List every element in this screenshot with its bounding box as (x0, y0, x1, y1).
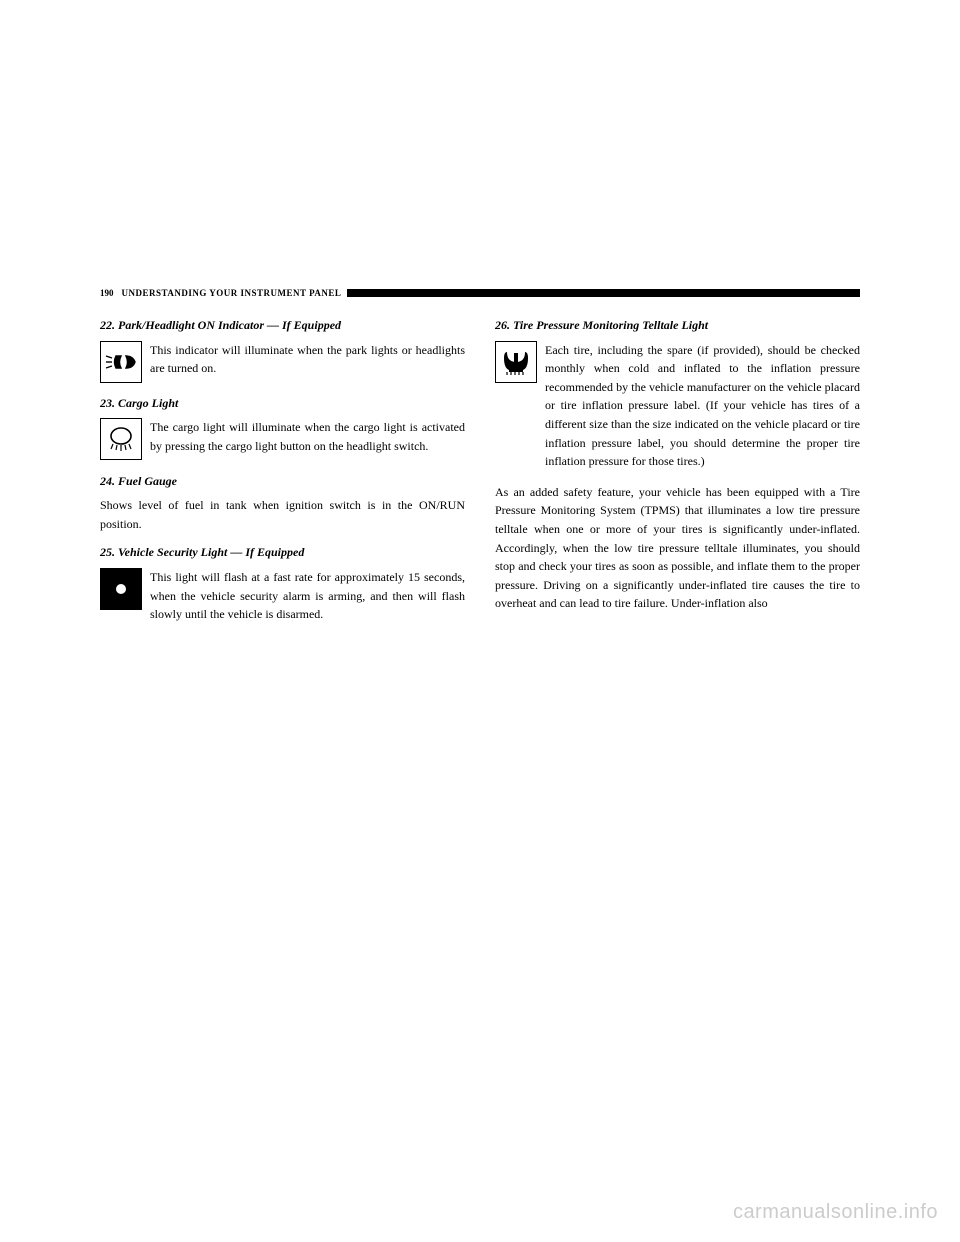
cargo-light-icon (100, 418, 142, 460)
item-23-text: The cargo light will illuminate when the… (150, 418, 465, 455)
item-24-title: 24. Fuel Gauge (100, 472, 465, 491)
item-26-block: Each tire, including the spare (if provi… (495, 341, 860, 477)
header-divider-bar (347, 289, 860, 297)
header-title: UNDERSTANDING YOUR INSTRUMENT PANEL (122, 288, 342, 298)
page-content: 22. Park/Headlight ON Indicator — If Equ… (100, 310, 860, 636)
item-23-title: 23. Cargo Light (100, 394, 465, 413)
page-number: 190 (100, 288, 114, 298)
item-24-text: Shows level of fuel in tank when ignitio… (100, 496, 465, 533)
right-column: 26. Tire Pressure Monitoring Telltale Li… (495, 310, 860, 636)
watermark: carmanualsonline.info (733, 1201, 938, 1224)
left-column: 22. Park/Headlight ON Indicator — If Equ… (100, 310, 465, 636)
item-25-block: This light will flash at a fast rate for… (100, 568, 465, 630)
vehicle-security-icon (100, 568, 142, 610)
item-23-block: The cargo light will illuminate when the… (100, 418, 465, 461)
item-25-text: This light will flash at a fast rate for… (150, 568, 465, 624)
page-header: 190 UNDERSTANDING YOUR INSTRUMENT PANEL (100, 288, 860, 298)
item-25-title: 25. Vehicle Security Light — If Equipped (100, 543, 465, 562)
item-26-text-2: As an added safety feature, your vehicle… (495, 483, 860, 613)
item-26-text-1: Each tire, including the spare (if provi… (545, 341, 860, 471)
item-26-title: 26. Tire Pressure Monitoring Telltale Li… (495, 316, 860, 335)
item-22-text: This indicator will illuminate when the … (150, 341, 465, 378)
item-22-block: This indicator will illuminate when the … (100, 341, 465, 384)
tire-pressure-icon (495, 341, 537, 383)
park-headlight-icon (100, 341, 142, 383)
item-22-title: 22. Park/Headlight ON Indicator — If Equ… (100, 316, 465, 335)
